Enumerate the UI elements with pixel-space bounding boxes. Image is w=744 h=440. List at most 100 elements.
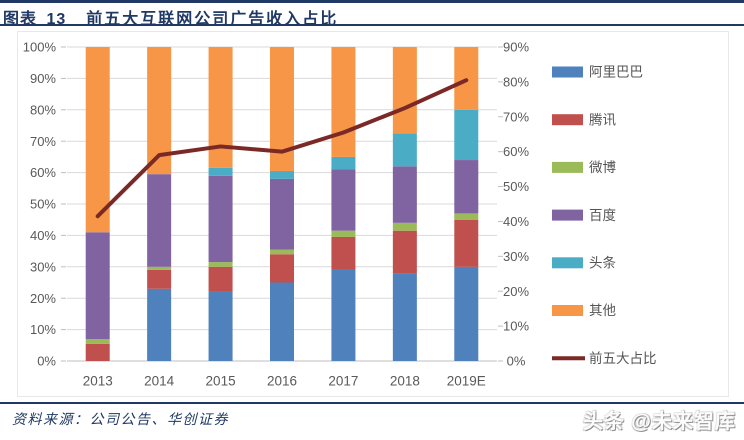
legend-label-toutiao: 头条 [589, 255, 617, 271]
legend-label-tencent: 腾讯 [589, 111, 617, 127]
right-axis-label: 30% [503, 249, 529, 264]
bar-segment-alibaba [208, 291, 233, 361]
right-axis-label: 90% [503, 40, 529, 55]
chart-box-border [17, 31, 729, 397]
bar-segment-toutiao [454, 109, 479, 161]
legend-item-toutiao: 头条 [552, 255, 617, 271]
bar-segment-others [392, 47, 417, 134]
left-axis-label: 0% [37, 354, 56, 369]
bar-segment-others [331, 47, 356, 157]
bar-segment-weibo [208, 262, 233, 267]
left-axis-label: 100% [23, 40, 57, 55]
legend-swatch-baidu [552, 209, 583, 221]
left-axis-label: 90% [30, 71, 56, 86]
left-axis-label: 80% [30, 102, 56, 117]
bar-segment-alibaba [454, 266, 479, 361]
bar-segment-weibo [270, 249, 294, 255]
legend-label-top5-share: 前五大占比 [589, 350, 657, 366]
legend-item-others: 其他 [552, 303, 616, 318]
top-rule [0, 0, 744, 3]
right-axis-label: 50% [503, 179, 529, 194]
right-axis-label: 70% [503, 109, 529, 124]
legend-swatch-tencent [552, 114, 583, 126]
bar-segment-weibo [331, 230, 356, 237]
bar-segment-toutiao [208, 167, 233, 176]
top5-share-line [95, 78, 469, 219]
legend-label-others: 其他 [589, 303, 616, 318]
bar-2018 [392, 47, 417, 361]
bar-2017 [331, 47, 356, 361]
bar-segment-tencent [85, 343, 110, 361]
bar-2014 [147, 47, 172, 361]
legend-item-top5-share: 前五大占比 [552, 350, 657, 366]
bar-segment-weibo [454, 213, 479, 220]
bar-segment-baidu [208, 175, 233, 263]
bar-2016 [270, 47, 294, 361]
bar-segment-tencent [208, 266, 233, 292]
left-axis-label: 10% [30, 322, 56, 337]
x-axis-label: 2014 [144, 374, 175, 389]
bar-segment-baidu [331, 169, 356, 231]
left-axis-label: 20% [30, 291, 56, 306]
x-axis-label: 2015 [206, 374, 236, 389]
bar-segment-alibaba [392, 273, 417, 361]
bar-2015 [208, 47, 233, 361]
source-note: 资料来源：公司公告、华创证券 [12, 412, 229, 428]
right-axis-label: 0% [507, 354, 526, 369]
title-underline-rule [0, 24, 744, 26]
legend-item-alibaba: 阿里巴巴 [552, 65, 643, 80]
bar-segment-baidu [270, 178, 294, 250]
legend-swatch-others [552, 305, 583, 316]
x-axis-label: 2017 [328, 374, 358, 389]
x-axis-label: 2018 [390, 374, 420, 389]
bar-segment-weibo [85, 339, 110, 344]
bar-segment-baidu [392, 166, 417, 223]
footer-rule [0, 402, 744, 404]
legend-label-baidu: 百度 [589, 208, 616, 223]
right-axis-label: 80% [503, 74, 529, 89]
bar-segment-alibaba [147, 288, 172, 361]
bar-segment-toutiao [331, 156, 356, 170]
bar-segment-alibaba [270, 282, 294, 361]
x-axis-label: 2013 [83, 374, 113, 389]
right-axis-label: 10% [503, 319, 529, 334]
bar-segment-tencent [270, 254, 294, 283]
left-axis-label: 50% [30, 197, 56, 212]
legend-swatch-toutiao [552, 257, 583, 269]
legend-label-alibaba: 阿里巴巴 [589, 65, 643, 80]
bar-segment-toutiao [392, 133, 417, 167]
x-axis-label: 2016 [267, 374, 297, 389]
left-axis-label: 40% [30, 228, 56, 243]
legend-item-tencent: 腾讯 [552, 111, 617, 127]
bar-segment-tencent [147, 269, 172, 289]
page-title: 前五大互联网公司广告收入占比 [86, 11, 339, 28]
figure-header: 图表 13 前五大互联网公司广告收入占比 [3, 5, 338, 29]
bar-segment-toutiao [270, 171, 294, 179]
legend-swatch-weibo [552, 161, 583, 173]
bar-2019E [454, 47, 479, 361]
x-axis-label: 2019E [447, 374, 486, 389]
right-axis-label: 60% [503, 144, 529, 159]
bar-segment-baidu [454, 160, 479, 214]
legend-swatch-alibaba [552, 66, 583, 78]
bar-segment-alibaba [331, 269, 356, 361]
legend-label-weibo: 微博 [589, 159, 617, 175]
bar-segment-tencent [454, 219, 479, 267]
right-axis-label: 40% [503, 214, 529, 229]
left-axis-label: 30% [30, 259, 56, 274]
bar-segment-others [208, 47, 233, 168]
bar-segment-tencent [331, 236, 356, 270]
bar-segment-others [85, 47, 110, 233]
bar-segment-baidu [85, 232, 110, 340]
bar-segment-weibo [147, 266, 172, 270]
bar-2013 [85, 47, 110, 361]
bar-segment-tencent [392, 230, 417, 274]
figure-label: 图表 13 [3, 11, 67, 28]
legend-item-weibo: 微博 [552, 159, 617, 175]
bar-segment-weibo [392, 222, 417, 231]
bar-segment-baidu [147, 174, 172, 267]
left-axis-label: 70% [30, 134, 56, 149]
right-axis-label: 20% [503, 284, 529, 299]
